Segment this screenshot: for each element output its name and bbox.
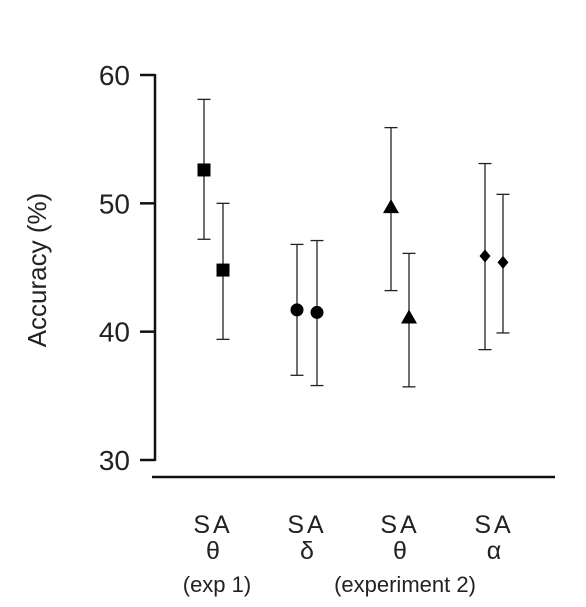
- data-point-A-square-0: [216, 202, 230, 341]
- y-tick-label: 30: [99, 445, 130, 476]
- marker-triangle: [401, 309, 417, 324]
- x-category-band: θ: [206, 537, 220, 565]
- data-point-S-circle-1: [290, 243, 304, 376]
- x-category-band: α: [487, 537, 501, 565]
- marker-diamond: [497, 255, 509, 269]
- y-ticks: 30 40 50 60: [99, 60, 155, 476]
- marker-circle: [290, 303, 304, 317]
- y-tick-label: 50: [99, 188, 130, 219]
- marker-triangle: [383, 199, 399, 214]
- y-axis-label: Accuracy (%): [22, 193, 52, 348]
- axes: [152, 74, 555, 479]
- marker-circle: [310, 305, 324, 319]
- x-category-conditions: SA: [380, 511, 419, 539]
- data-point-S-triangle-2: [383, 126, 399, 292]
- x-category-conditions: SA: [474, 511, 513, 539]
- group-label-experiment2: (experiment 2): [334, 572, 476, 597]
- marker-square: [216, 263, 230, 277]
- x-category-conditions: SA: [287, 511, 326, 539]
- marker-square: [197, 163, 211, 177]
- y-tick-label: 60: [99, 60, 130, 91]
- marker-diamond: [479, 249, 491, 263]
- data-point-A-triangle-2: [401, 252, 417, 388]
- data-point-A-circle-1: [310, 239, 324, 387]
- x-category-band: δ: [300, 537, 314, 565]
- group-label-exp1: (exp 1): [183, 572, 251, 597]
- x-category-conditions: SA: [193, 511, 232, 539]
- x-category-band: θ: [393, 537, 407, 565]
- y-tick-label: 40: [99, 317, 130, 348]
- data-series: [197, 98, 510, 388]
- data-point-A-diamond-3: [496, 193, 510, 334]
- data-point-S-square-0: [197, 98, 211, 240]
- data-point-S-diamond-3: [478, 162, 492, 351]
